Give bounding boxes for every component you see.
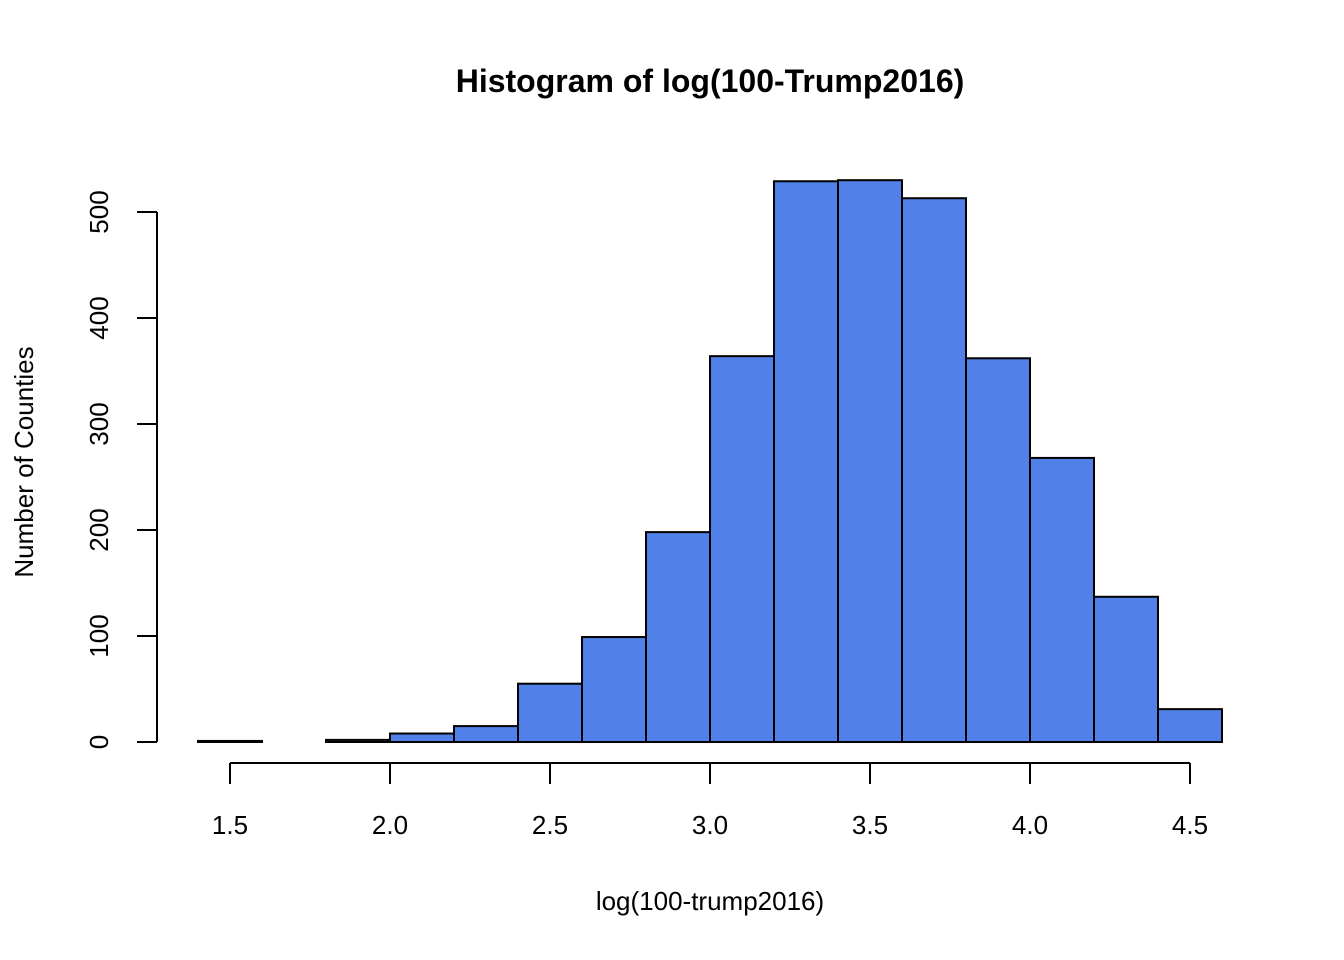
histogram-bar: [837, 179, 903, 743]
x-axis: 1.5 2.0 2.5 3.0 3.5 4.0 4.5: [212, 762, 1208, 840]
chart-title: Histogram of log(100-Trump2016): [456, 63, 965, 99]
histogram-bar: [1029, 456, 1095, 743]
bars-group: [197, 179, 1223, 744]
histogram-bar: [773, 180, 839, 743]
y-axis: 0 100 200 300 400 500: [84, 190, 158, 749]
histogram-bar: [645, 531, 711, 743]
x-tick-label: 3.0: [692, 810, 728, 840]
y-tick-label: 300: [84, 402, 114, 445]
histogram-bar: [965, 357, 1031, 743]
y-tick-label: 400: [84, 296, 114, 339]
x-tick-label: 3.5: [852, 810, 888, 840]
histogram-bar: [1157, 708, 1223, 744]
y-axis-label: Number of Counties: [9, 346, 39, 577]
x-tick-label: 2.0: [372, 810, 408, 840]
histogram-bar: [709, 355, 775, 743]
y-tick-label: 0: [84, 735, 114, 749]
y-tick-label: 500: [84, 190, 114, 233]
histogram-bar: [197, 739, 263, 744]
y-tick-label: 100: [84, 614, 114, 657]
histogram-bar: [389, 732, 455, 744]
x-axis-label: log(100-trump2016): [596, 886, 824, 916]
histogram-bar: [453, 725, 519, 743]
histogram-bar: [517, 682, 583, 744]
x-tick-label: 4.5: [1172, 810, 1208, 840]
y-tick-label: 200: [84, 508, 114, 551]
x-tick-label: 2.5: [532, 810, 568, 840]
histogram-bar: [901, 197, 967, 744]
histogram-bar: [581, 636, 647, 743]
x-tick-label: 1.5: [212, 810, 248, 840]
histogram-bar: [1093, 595, 1159, 744]
x-tick-label: 4.0: [1012, 810, 1048, 840]
histogram-bar: [325, 738, 391, 744]
